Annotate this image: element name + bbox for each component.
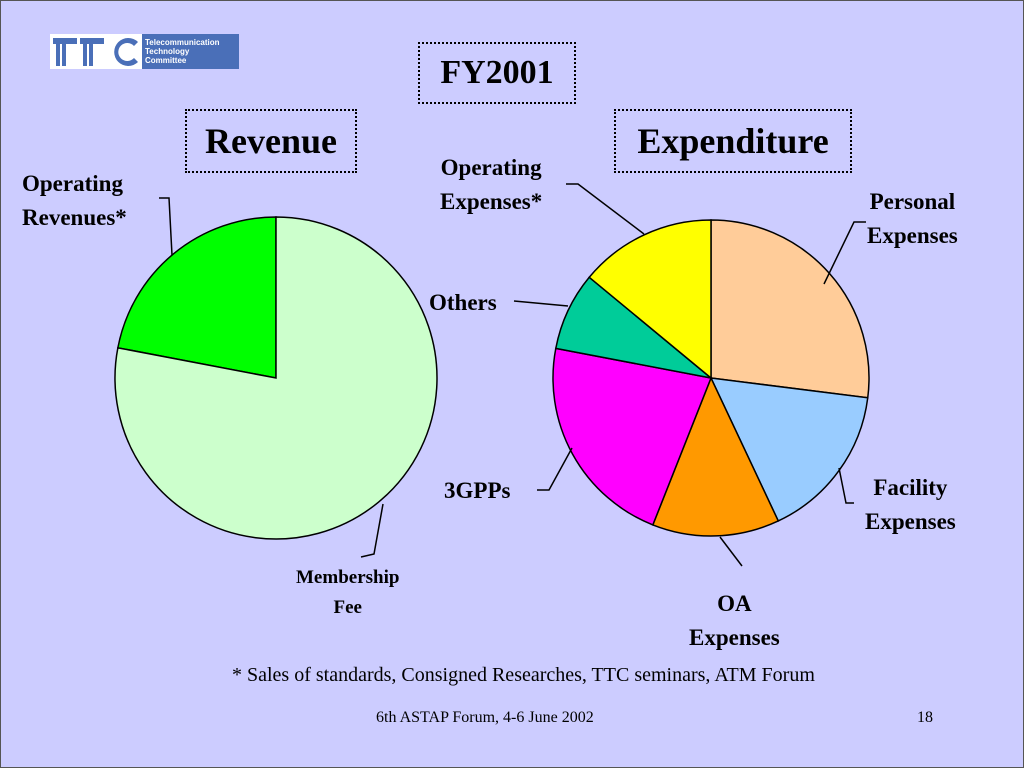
expenditure-title: Expenditure	[614, 109, 852, 173]
revenue-slice-membership-fee	[114, 216, 438, 540]
label-operating-expenses: Operating Expenses*	[440, 155, 543, 214]
expenditure-slice-operating-expenses	[588, 219, 712, 380]
label-facility-expenses: Facility Expenses	[865, 475, 956, 534]
revenue-slice-operating-revenues	[116, 216, 277, 379]
expenditure-slice-personal-expenses	[710, 219, 870, 399]
expenditure-pie	[552, 219, 870, 537]
footer-text: 6th ASTAP Forum, 4-6 June 2002	[376, 709, 594, 726]
label-personal-expenses: Personal Expenses	[867, 189, 958, 248]
ttc-logo: Telecommunication Technology Committee	[50, 34, 239, 69]
label-others: Others	[429, 290, 497, 315]
expenditure-slice-3gpps	[552, 347, 713, 526]
label-operating-revenues: Operating Revenues*	[22, 171, 127, 230]
label-oa-expenses: OA Expenses	[689, 591, 780, 650]
footnote: * Sales of standards, Consigned Research…	[232, 664, 815, 686]
revenue-pie	[114, 216, 438, 540]
ttc-logo-text: Telecommunication Technology Committee	[142, 34, 239, 69]
expenditure-slice-oa-expenses	[651, 376, 780, 537]
label-membership-fee: Membership Fee	[296, 567, 400, 618]
revenue-title: Revenue	[185, 109, 357, 173]
ttc-logo-mark	[50, 34, 142, 69]
label-3gpps: 3GPPs	[444, 478, 511, 503]
slide-title: FY2001	[418, 42, 576, 104]
page-number: 18	[917, 709, 933, 726]
leader-lines	[159, 183, 866, 567]
